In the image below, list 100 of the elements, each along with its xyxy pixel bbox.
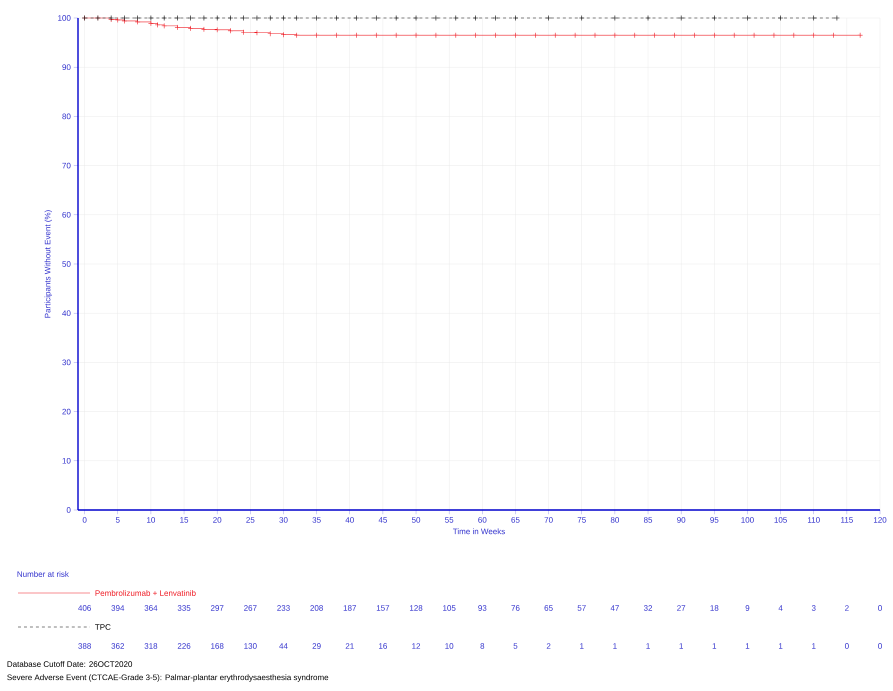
point (393, 32, 399, 38)
x-tick-label: 35 (312, 517, 321, 523)
text: Number at risk (18, 571, 69, 577)
text: 1 (646, 643, 650, 649)
x-tick-label: 0 (82, 517, 87, 523)
x-tick-label: 25 (246, 517, 254, 523)
text: 208 (310, 605, 323, 611)
point (201, 26, 207, 32)
text: 335 (178, 605, 190, 611)
point (148, 15, 154, 21)
text: 2 (546, 643, 550, 649)
x-tick-label: 60 (478, 517, 486, 523)
point (134, 15, 140, 21)
y-tick-label: 10 (62, 458, 71, 464)
point (174, 24, 180, 30)
text: 12 (412, 643, 420, 649)
x-axis-title: Time in Weeks (452, 528, 505, 534)
text: 105 (443, 605, 456, 611)
point (791, 32, 797, 38)
text: 16 (379, 643, 387, 649)
x-tick-label: 95 (710, 517, 718, 523)
point (731, 32, 737, 38)
text: 128 (410, 605, 422, 611)
text: 9 (746, 605, 750, 611)
x-tick-label: 70 (544, 517, 553, 523)
x-tick-label: 85 (644, 517, 652, 523)
text: 21 (346, 643, 354, 649)
point (122, 15, 128, 21)
y-tick-label: 30 (62, 360, 71, 366)
text: 0 (878, 605, 882, 611)
y-tick-label: 80 (62, 114, 71, 120)
point (778, 15, 784, 21)
point (592, 32, 598, 38)
text: Database Cutoff Date: 26OCT2020 (8, 661, 132, 667)
point (154, 22, 160, 28)
y-axis-title: Participants Without Event (%) (44, 210, 52, 318)
text: 18 (710, 605, 718, 611)
text: 1 (746, 643, 750, 649)
text: 4 (778, 605, 783, 611)
text: 226 (178, 643, 190, 649)
x-tick-label: 20 (213, 517, 222, 523)
x-tick-label: 5 (116, 517, 120, 523)
text: 27 (677, 605, 686, 611)
point (512, 32, 518, 38)
point (373, 32, 380, 38)
x-tick-label: 80 (610, 517, 620, 523)
point (453, 15, 459, 21)
point (645, 15, 651, 21)
point (228, 15, 234, 21)
x-tick-label: 15 (180, 517, 188, 523)
point (578, 15, 585, 21)
point (354, 15, 360, 21)
point (810, 15, 817, 21)
point (228, 28, 234, 34)
point (134, 19, 140, 25)
point (771, 32, 777, 38)
point (678, 15, 684, 21)
text: 47 (610, 605, 619, 611)
text: 57 (578, 605, 586, 611)
y-tick-label: 0 (66, 507, 71, 513)
y-tick-label: 50 (62, 261, 71, 267)
text: 406 (78, 605, 91, 611)
point (632, 32, 638, 38)
point (148, 20, 154, 26)
point (413, 32, 419, 38)
point (122, 18, 128, 24)
point (712, 15, 718, 21)
point (552, 32, 558, 38)
point (546, 15, 552, 21)
point (354, 32, 360, 38)
point (393, 15, 399, 21)
text: 1 (613, 643, 617, 649)
point (174, 15, 180, 21)
point (712, 32, 718, 38)
y-tick-label: 90 (62, 64, 71, 70)
point (188, 15, 194, 21)
text: 1 (680, 643, 684, 649)
text: 1 (778, 643, 782, 649)
text: 29 (312, 643, 321, 649)
point (830, 32, 836, 38)
text: 2 (845, 605, 849, 611)
point (280, 32, 286, 38)
text: 130 (244, 643, 257, 649)
text: 5 (514, 643, 518, 649)
text: 44 (279, 643, 288, 649)
text: 10 (445, 643, 454, 649)
text: 93 (478, 605, 486, 611)
x-tick-label: 105 (774, 517, 787, 523)
point (188, 26, 194, 32)
point (692, 32, 698, 38)
x-tick-label: 100 (741, 517, 754, 523)
text: 1 (712, 643, 716, 649)
text: 364 (144, 605, 158, 611)
text: TPC (95, 624, 111, 630)
text: 157 (376, 605, 390, 611)
point (612, 32, 618, 38)
x-tick-label: 10 (147, 517, 156, 523)
point (612, 15, 618, 21)
point (433, 15, 439, 21)
x-tick-label: 55 (445, 517, 454, 523)
